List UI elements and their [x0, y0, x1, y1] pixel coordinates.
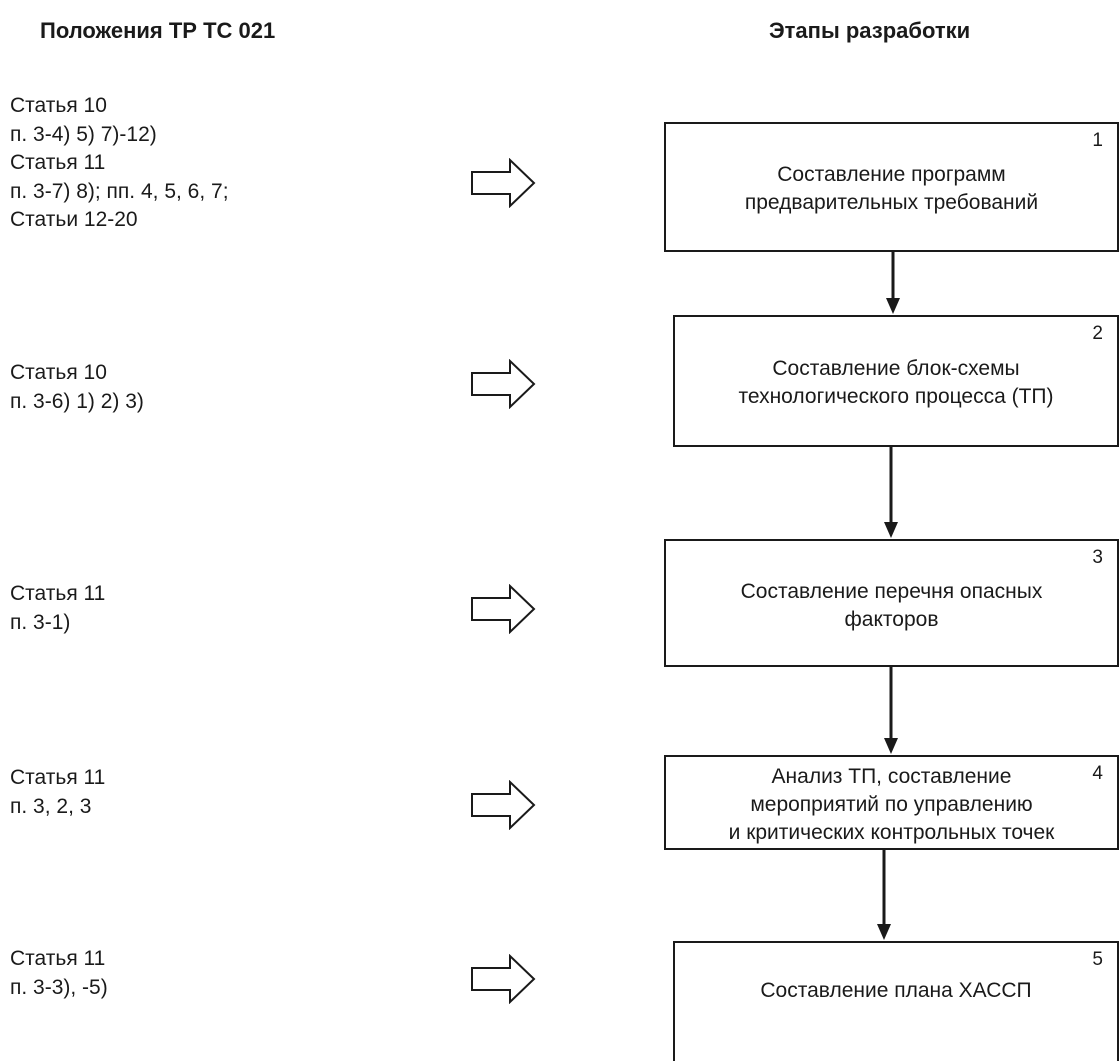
stage-3-box: 3 Составление перечня опасных факторов: [664, 539, 1119, 667]
stage-4-number: 4: [1092, 763, 1103, 784]
provisions-column-header: Положения ТР ТС 021: [40, 18, 276, 43]
stage-4-line-2: мероприятий по управлению: [750, 793, 1033, 816]
stage-5-number: 5: [1092, 949, 1103, 970]
provision-1-line-1: Статья 10: [10, 94, 107, 117]
provision-1-line-3: Статья 11: [10, 151, 106, 174]
provision-3-line-1: Статья 11: [10, 582, 106, 605]
stages-column-header: Этапы разработки: [769, 18, 971, 43]
stage-4-line-3: и критических контрольных точек: [728, 821, 1055, 844]
stage-3-text: Составление перечня опасных факторов: [666, 578, 1117, 634]
stage-2-text: Составление блок-схемы технологического …: [675, 355, 1117, 411]
stage-5-box: 5 Составление плана ХАССП: [673, 941, 1119, 1061]
provision-2-line-2: п. 3-6) 1) 2) 3): [10, 389, 144, 413]
right-hollow-arrow-icon: [470, 584, 536, 634]
stage-2-line-2: технологического процесса (ТП): [738, 385, 1054, 408]
stage-1-line-1: Составление программ: [777, 163, 1006, 186]
stage-1-text: Составление программ предварительных тре…: [666, 161, 1117, 217]
provision-3: Статья 11 п. 3-1): [10, 580, 105, 637]
stage-5-line-1: Составление плана ХАССП: [760, 979, 1032, 1002]
stage-3-line-2: факторов: [844, 608, 939, 631]
stage-5-text: Составление плана ХАССП: [675, 977, 1117, 1005]
provision-4: Статья 11 п. 3, 2, 3: [10, 764, 105, 821]
right-hollow-arrow-icon: [470, 954, 536, 1004]
right-hollow-arrow-icon: [470, 359, 536, 409]
stage-4-line-1: Анализ ТП, составление: [771, 765, 1012, 788]
provision-1: Статья 10 п. 3-4) 5) 7)-12) Статья 11 п.…: [10, 92, 229, 235]
provision-1-line-5: Статьи 12-20: [10, 208, 138, 231]
right-hollow-arrow-icon: [470, 158, 536, 208]
down-arrow-icon: [877, 850, 891, 940]
provision-1-line-4: п. 3-7) 8); пп. 4, 5, 6, 7;: [10, 179, 229, 203]
stage-1-number: 1: [1092, 130, 1103, 151]
down-arrow-icon: [886, 252, 900, 314]
provision-5: Статья 11 п. 3-3), -5): [10, 945, 108, 1002]
provision-5-line-1: Статья 11: [10, 947, 106, 970]
provision-2: Статья 10 п. 3-6) 1) 2) 3): [10, 359, 144, 416]
provision-5-line-2: п. 3-3), -5): [10, 975, 108, 999]
stage-2-box: 2 Составление блок-схемы технологическог…: [673, 315, 1119, 447]
provision-1-line-2: п. 3-4) 5) 7)-12): [10, 122, 157, 146]
provision-4-line-2: п. 3, 2, 3: [10, 794, 92, 818]
provision-3-line-2: п. 3-1): [10, 610, 71, 634]
stage-4-box: 4 Анализ ТП, составление мероприятий по …: [664, 755, 1119, 850]
provision-4-line-1: Статья 11: [10, 766, 106, 789]
down-arrow-icon: [884, 667, 898, 754]
stage-1-line-2: предварительных требований: [744, 191, 1039, 214]
down-arrow-icon: [884, 447, 898, 538]
stage-1-box: 1 Составление программ предварительных т…: [664, 122, 1119, 252]
stage-3-line-1: Составление перечня опасных: [740, 580, 1043, 603]
stage-2-number: 2: [1092, 323, 1103, 344]
stage-2-line-1: Составление блок-схемы: [772, 357, 1020, 380]
stage-4-text: Анализ ТП, составление мероприятий по уп…: [666, 763, 1117, 847]
provision-2-line-1: Статья 10: [10, 361, 107, 384]
stage-3-number: 3: [1092, 547, 1103, 568]
right-hollow-arrow-icon: [470, 780, 536, 830]
